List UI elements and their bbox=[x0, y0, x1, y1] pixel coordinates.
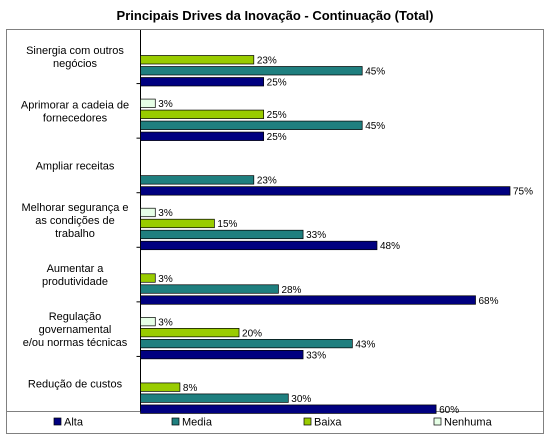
value-label-media-2: 23% bbox=[257, 176, 277, 187]
bar-baixa-6 bbox=[140, 382, 181, 392]
category-label-line: Aprimorar a cadeia de bbox=[21, 99, 129, 111]
bar-media-0 bbox=[140, 66, 363, 76]
category-label: Aumentar a produtividade bbox=[42, 263, 108, 288]
legend-label-nenhuma: Nenhuma bbox=[444, 417, 493, 429]
category-label-line: e/ou normas técnicas bbox=[23, 337, 128, 349]
value-label-media-1: 45% bbox=[365, 121, 385, 132]
value-label-nenhuma-3: 3% bbox=[158, 208, 173, 219]
bar-nenhuma-1 bbox=[140, 98, 156, 108]
category-label-line: Ampliar receitas bbox=[36, 160, 115, 172]
bar-nenhuma-5 bbox=[140, 317, 156, 327]
legend-label-media: Media bbox=[182, 417, 213, 429]
value-label-alta-6: 60% bbox=[439, 405, 459, 416]
bar-alta-1 bbox=[140, 131, 265, 141]
category-label: Redução de custos bbox=[28, 379, 123, 391]
bar-media-5 bbox=[140, 339, 353, 349]
value-label-media-6: 30% bbox=[291, 394, 311, 405]
value-label-nenhuma-1: 3% bbox=[158, 99, 173, 110]
category-label-line: produtividade bbox=[42, 276, 108, 288]
category-label: Sinergia com outros negócios bbox=[26, 45, 124, 70]
category-label: Regulação governamental e/ou normas técnic… bbox=[23, 311, 128, 349]
value-label-nenhuma-5: 3% bbox=[158, 317, 173, 328]
bar-alta-0 bbox=[140, 77, 265, 87]
category-label: Aprimorar a cadeia de fornecedores bbox=[21, 99, 129, 124]
category-label-line: as condições de bbox=[35, 215, 115, 227]
value-label-baixa-3: 15% bbox=[217, 219, 237, 230]
bar-baixa-0 bbox=[140, 55, 255, 65]
bar-alta-2 bbox=[140, 186, 511, 196]
bar-alta-5 bbox=[140, 350, 304, 360]
bar-alta-3 bbox=[140, 240, 378, 251]
value-label-baixa-1: 25% bbox=[267, 110, 287, 121]
category-label-line: Redução de custos bbox=[28, 379, 123, 391]
legend-swatch-media bbox=[171, 417, 180, 426]
value-label-baixa-4: 3% bbox=[158, 274, 173, 285]
category-label-line: governamental bbox=[39, 324, 112, 336]
bar-media-4 bbox=[140, 284, 279, 294]
legend-label-baixa: Baixa bbox=[314, 417, 342, 429]
legend-swatch-baixa bbox=[303, 417, 312, 426]
legend-swatch-alta bbox=[53, 417, 62, 426]
chart-title: Principais Drives da Inovação - Continua… bbox=[116, 8, 434, 23]
value-label-baixa-5: 20% bbox=[242, 328, 262, 339]
category-label-line: Regulação bbox=[49, 311, 102, 323]
value-label-alta-2: 75% bbox=[513, 187, 533, 198]
category-label: Ampliar receitas bbox=[36, 160, 115, 172]
bar-baixa-1 bbox=[140, 109, 265, 119]
value-label-media-5: 43% bbox=[355, 339, 375, 350]
bar-alta-6 bbox=[140, 404, 437, 414]
value-label-baixa-6: 8% bbox=[183, 383, 198, 394]
legend-label-alta: Alta bbox=[64, 417, 84, 429]
value-label-alta-5: 33% bbox=[306, 350, 326, 361]
bar-baixa-3 bbox=[140, 218, 215, 229]
value-label-baixa-0: 23% bbox=[257, 56, 277, 67]
bar-media-3 bbox=[140, 229, 304, 240]
category-label-line: trabalho bbox=[55, 228, 95, 240]
value-label-alta-1: 25% bbox=[267, 132, 287, 143]
value-label-media-4: 28% bbox=[281, 285, 301, 296]
bar-media-2 bbox=[140, 175, 255, 185]
value-label-alta-4: 68% bbox=[479, 296, 499, 307]
value-label-alta-0: 25% bbox=[267, 78, 287, 89]
bar-media-6 bbox=[140, 393, 289, 403]
bar-alta-4 bbox=[140, 295, 476, 305]
category-label-line: negócios bbox=[53, 58, 98, 70]
value-label-media-0: 45% bbox=[365, 67, 385, 78]
legend-swatch-nenhuma bbox=[433, 417, 442, 426]
bar-nenhuma-3 bbox=[140, 207, 156, 218]
category-label-line: fornecedores bbox=[43, 112, 108, 124]
value-label-media-3: 33% bbox=[306, 230, 326, 241]
category-label-line: Melhorar segurança e bbox=[21, 202, 128, 214]
bar-baixa-4 bbox=[140, 273, 156, 283]
category-label-line: Aumentar a bbox=[47, 263, 105, 275]
category-label: Melhorar segurança e as condições de traba… bbox=[21, 202, 128, 240]
bar-baixa-5 bbox=[140, 328, 240, 338]
value-label-alta-3: 48% bbox=[380, 241, 400, 252]
bar-media-1 bbox=[140, 120, 363, 130]
category-label-line: Sinergia com outros bbox=[26, 45, 124, 57]
